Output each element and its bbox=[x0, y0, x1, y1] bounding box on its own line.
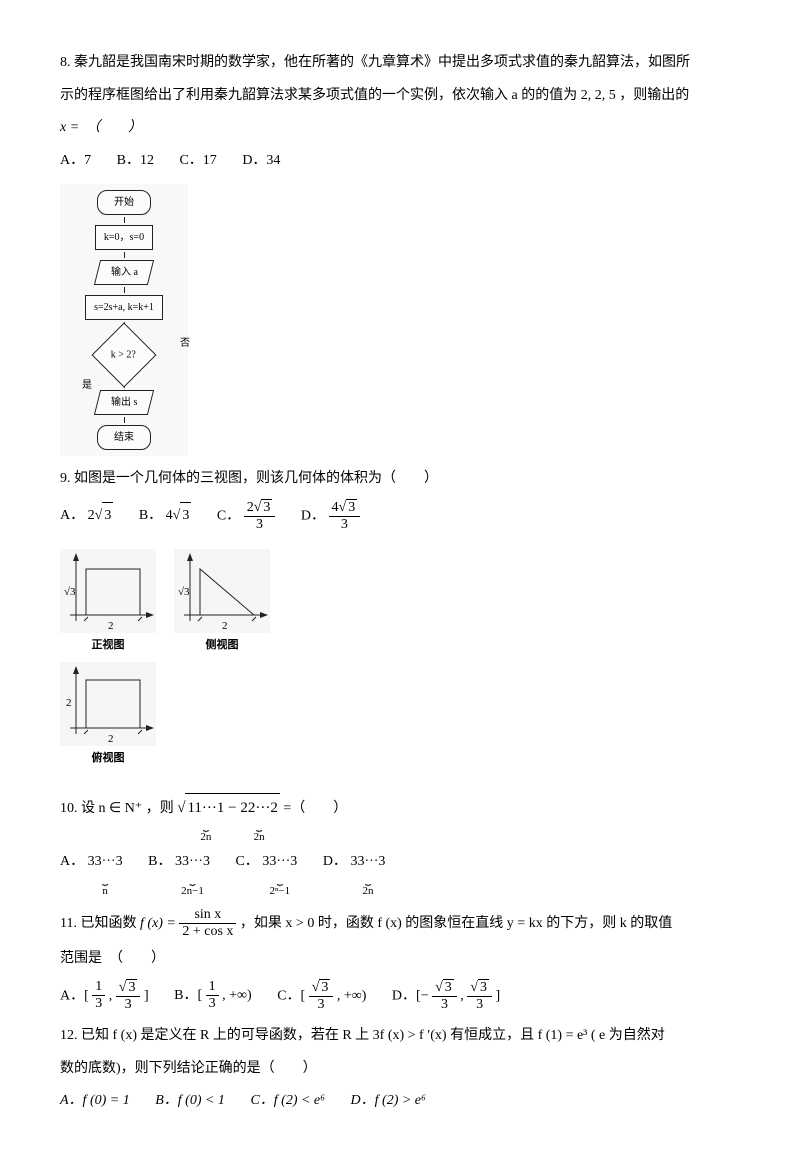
fc-step: s=2s+a, k=k+1 bbox=[85, 295, 163, 320]
top-label: 俯视图 bbox=[92, 748, 125, 769]
svg-text:2: 2 bbox=[66, 697, 72, 709]
fc-arrow bbox=[124, 417, 125, 423]
fc-init: k=0，s=0 bbox=[95, 225, 153, 250]
question-12: 12. 已知 f (x) 是定义在 R 上的可导函数，若在 R 上 3f (x)… bbox=[60, 1023, 740, 1115]
q10-post: =（ ） bbox=[283, 801, 347, 816]
q12-options: A．f (0) = 1 B．f (0) < 1 C．f (2) < e⁶ D．f… bbox=[60, 1088, 740, 1115]
q11-a: 已知函数 bbox=[80, 916, 140, 931]
q12-b: 数的底数)，则下列结论正确的是（ ） bbox=[60, 1056, 740, 1083]
q9-stem: 9. 如图是一个几何体的三视图，则该几何体的体积为（ ） bbox=[60, 466, 740, 493]
q12-stem: 12. 已知 f (x) 是定义在 R 上的可导函数，若在 R 上 3f (x)… bbox=[60, 1023, 740, 1050]
q9-three-views: √3 2 正视图 √3 bbox=[60, 549, 270, 775]
question-9: 9. 如图是一个几何体的三视图，则该几何体的体积为（ ） A． 23 B． 43… bbox=[60, 466, 740, 783]
q11-stem: 11. 已知函数 f (x) = sin x 2 + cos x ，如果 x >… bbox=[60, 907, 740, 940]
q8-options: A．7 B．12 C．17 D．34 bbox=[60, 148, 740, 175]
svg-text:2: 2 bbox=[222, 620, 228, 632]
q9-c-frac: 23 3 bbox=[244, 499, 276, 533]
fc-input: 输入 a bbox=[94, 260, 154, 285]
q8-stem: 8. 秦九韶是我国南宋时期的数学家，他在所著的《九章算术》中提出多项式求值的秦九… bbox=[60, 50, 740, 77]
q8-line3: x = （ ） bbox=[60, 115, 740, 142]
q11-feq: f (x) = bbox=[140, 916, 179, 931]
q10-opt-a: A． 33···3⏟n bbox=[60, 849, 123, 897]
fc-out: 输出 s bbox=[94, 390, 154, 415]
q8-opt-d: D．34 bbox=[242, 148, 280, 175]
svg-text:2: 2 bbox=[108, 620, 114, 632]
q9-opt-a: A． 23 bbox=[60, 502, 113, 530]
q9-b-val: 43 bbox=[166, 508, 192, 523]
q10-stem: 10. 设 n ∈ N⁺ ，则 11···1⏟2n − 22···2⏟2n =（… bbox=[60, 793, 740, 844]
q10-ub-a: 11···1⏟2n bbox=[187, 794, 224, 844]
q11-opt-c: C．[ 33 , +∞) bbox=[277, 979, 366, 1013]
q10-opt-b: B． 33···3⏟2n−1 bbox=[148, 849, 210, 897]
fc-end: 结束 bbox=[97, 425, 151, 450]
svg-text:√3: √3 bbox=[178, 586, 190, 598]
fc-yes: 是 bbox=[82, 376, 92, 395]
side-label: 侧视图 bbox=[206, 635, 239, 656]
front-label: 正视图 bbox=[92, 635, 125, 656]
fc-input-text: 输入 a bbox=[111, 263, 138, 282]
question-10: 10. 设 n ∈ N⁺ ，则 11···1⏟2n − 22···2⏟2n =（… bbox=[60, 793, 740, 897]
q9-d-frac: 43 3 bbox=[329, 499, 361, 533]
q9-num: 9. bbox=[60, 471, 71, 486]
q11-opt-d: D．[− 33 , 33 ] bbox=[392, 979, 500, 1013]
fc-out-text: 输出 s bbox=[111, 393, 137, 412]
q8-flowchart: 开始 k=0，s=0 输入 a s=2s+a, k=k+1 k > 2? 否 是… bbox=[60, 184, 188, 456]
fc-arrow bbox=[124, 287, 125, 293]
fc-cond: k > 2? bbox=[91, 323, 156, 388]
svg-text:2: 2 bbox=[108, 733, 114, 745]
q11-opt-a: A．[ 13 , 33 ] bbox=[60, 979, 149, 1013]
q10-opt-c: C． 33···3⏟2ⁿ−1 bbox=[235, 849, 297, 897]
q10-pre: 设 n ∈ N⁺ ，则 bbox=[81, 801, 177, 816]
q8-line2: 示的程序框图给出了利用秦九韶算法求某多项式值的一个实例，依次输入 a 的的值为 … bbox=[60, 83, 740, 110]
q12-opt-a: A．f (0) = 1 bbox=[60, 1088, 130, 1115]
q11-frac: sin x 2 + cos x bbox=[179, 907, 236, 940]
q10-ub-b: 22···2⏟2n bbox=[240, 794, 278, 844]
fc-cond-text: k > 2? bbox=[111, 346, 136, 365]
q12-num: 12. bbox=[60, 1028, 78, 1043]
q9-d-pre: D． bbox=[301, 508, 325, 523]
q9-a-pre: A． bbox=[60, 508, 84, 523]
q10-options: A． 33···3⏟n B． 33···3⏟2n−1 C． 33···3⏟2ⁿ−… bbox=[60, 849, 740, 897]
q11-num: 11. bbox=[60, 916, 77, 931]
top-view: 2 2 俯视图 bbox=[60, 662, 156, 769]
q8-num: 8. bbox=[60, 55, 71, 70]
q12-a: 已知 f (x) 是定义在 R 上的可导函数，若在 R 上 3f (x) > f… bbox=[81, 1028, 665, 1043]
q8-opt-c: C．17 bbox=[179, 148, 216, 175]
q10-root: 11···1⏟2n − 22···2⏟2n bbox=[177, 793, 280, 844]
q11-c: 范围是 （ ） bbox=[60, 946, 740, 973]
fc-start: 开始 bbox=[97, 190, 151, 215]
side-view: √3 2 侧视图 bbox=[174, 549, 270, 656]
q10-num: 10. bbox=[60, 801, 78, 816]
fc-arrow bbox=[124, 252, 125, 258]
q12-opt-b: B．f (0) < 1 bbox=[155, 1088, 225, 1115]
q10-minus: − bbox=[228, 800, 240, 816]
q9-a-val: 23 bbox=[88, 508, 114, 523]
fc-arrow bbox=[124, 217, 125, 223]
q9-c-pre: C． bbox=[217, 508, 240, 523]
q9-opt-c: C． 23 3 bbox=[217, 499, 276, 533]
q8-opt-b: B．12 bbox=[117, 148, 154, 175]
q11-options: A．[ 13 , 33 ] B．[ 13 , +∞) C．[ 33 , +∞) … bbox=[60, 979, 740, 1013]
q8-opt-a: A．7 bbox=[60, 148, 91, 175]
q9-opt-b: B． 43 bbox=[139, 502, 192, 530]
q9-text: 如图是一个几何体的三视图，则该几何体的体积为（ ） bbox=[74, 471, 438, 486]
q9-options: A． 23 B． 43 C． 23 3 D． 43 3 bbox=[60, 499, 740, 533]
q12-opt-c: C．f (2) < e⁶ bbox=[250, 1088, 325, 1115]
q11-opt-b: B．[ 13 , +∞) bbox=[174, 979, 252, 1012]
fc-no: 否 bbox=[180, 334, 190, 353]
q9-opt-d: D． 43 3 bbox=[301, 499, 360, 533]
q12-opt-d: D．f (2) > e⁶ bbox=[351, 1088, 426, 1115]
q9-b-pre: B． bbox=[139, 508, 162, 523]
q8-line1: 秦九韶是我国南宋时期的数学家，他在所著的《九章算术》中提出多项式求值的秦九韶算法… bbox=[74, 55, 690, 70]
q10-opt-d: D． 33···3⏟2n bbox=[323, 849, 386, 897]
front-view: √3 2 正视图 bbox=[60, 549, 156, 656]
question-11: 11. 已知函数 f (x) = sin x 2 + cos x ，如果 x >… bbox=[60, 907, 740, 1013]
q8-x: x = （ ） bbox=[60, 120, 142, 135]
q11-b: ，如果 x > 0 时，函数 f (x) 的图象恒在直线 y = kx 的下方，… bbox=[240, 916, 672, 931]
svg-text:√3: √3 bbox=[64, 586, 76, 598]
question-8: 8. 秦九韶是我国南宋时期的数学家，他在所著的《九章算术》中提出多项式求值的秦九… bbox=[60, 50, 740, 456]
